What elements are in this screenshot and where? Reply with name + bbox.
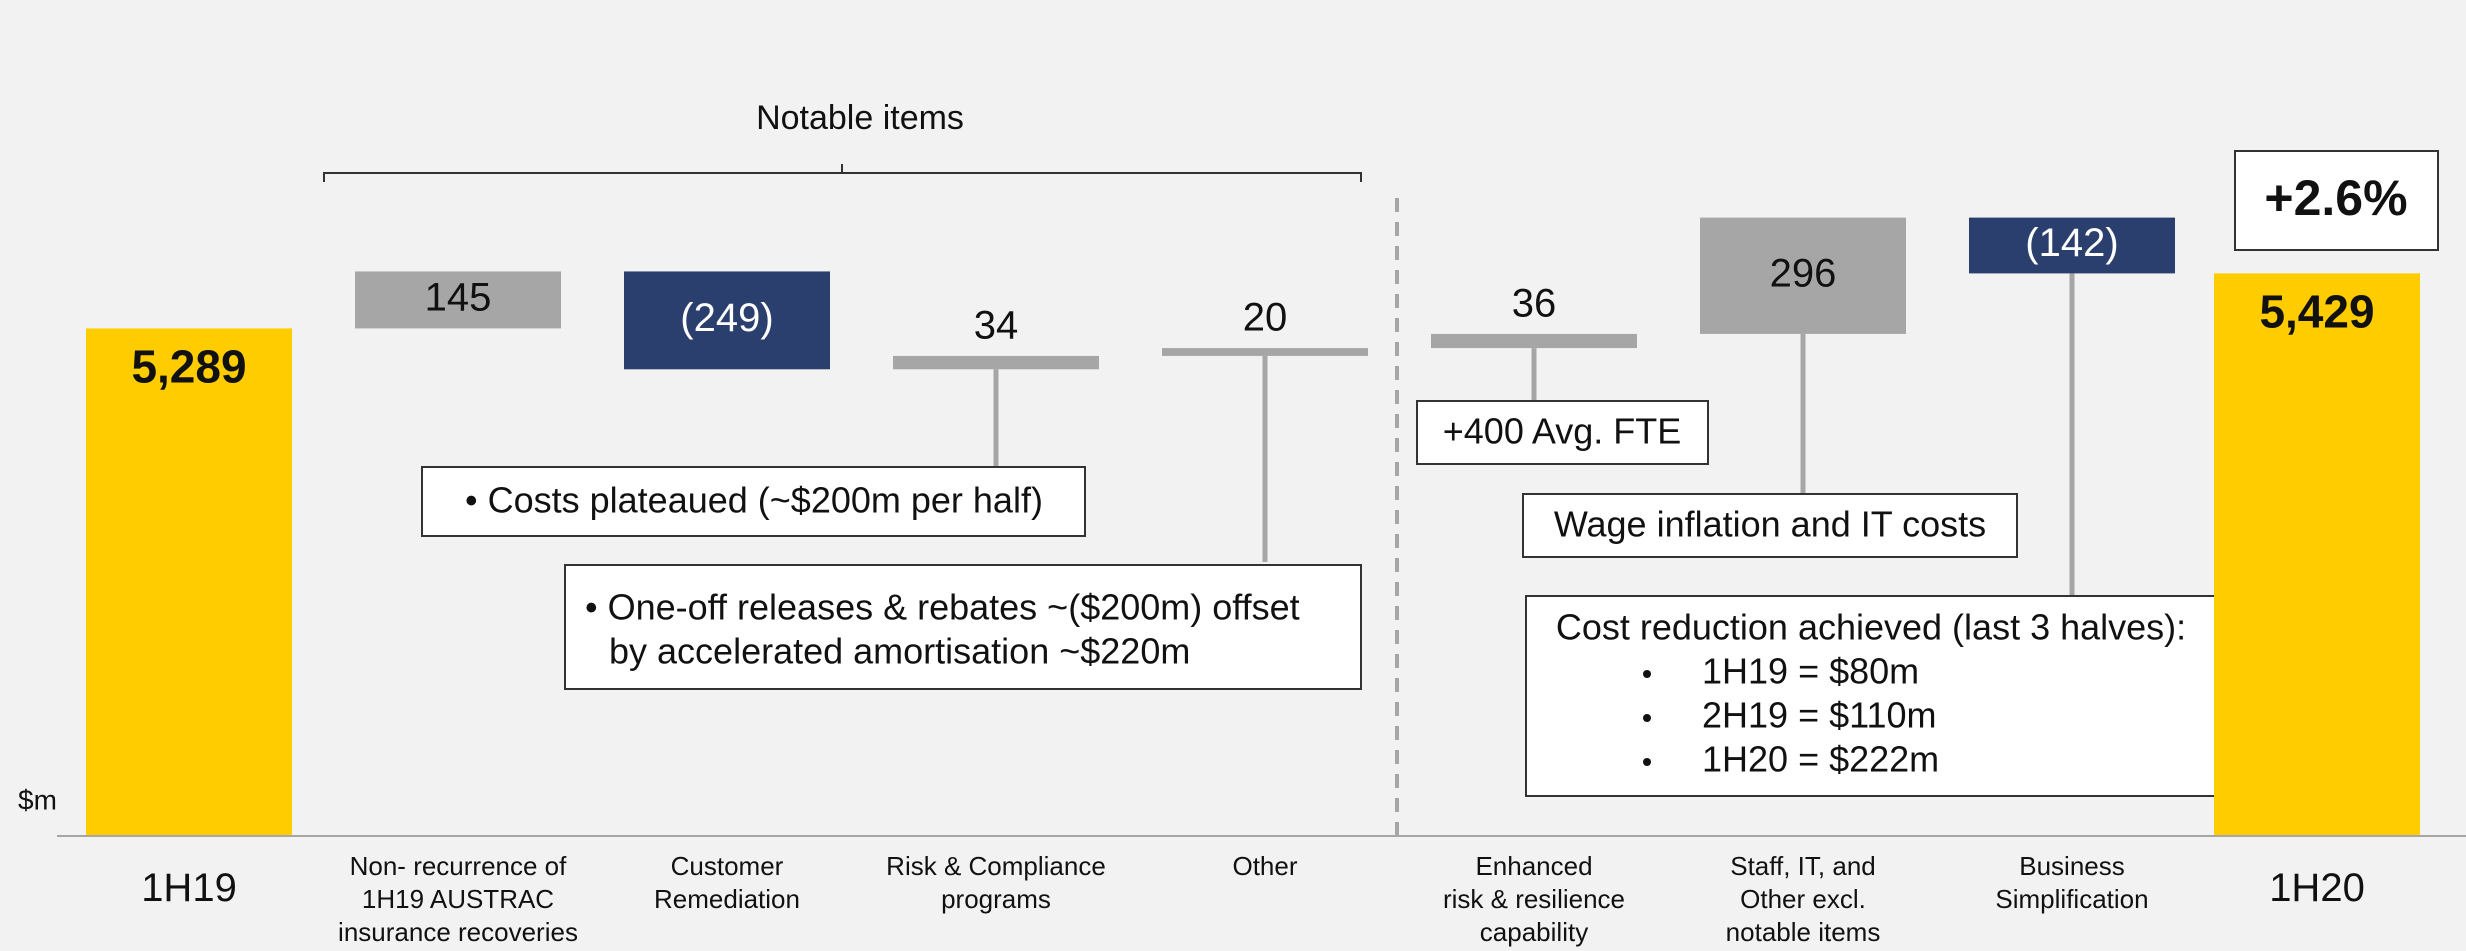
value-label: 34 [974, 303, 1019, 347]
bar [1431, 333, 1637, 349]
bullet [1643, 670, 1651, 678]
change-label: +2.6% [2264, 170, 2407, 226]
x-tick-label: 1H19 [141, 866, 237, 910]
annotation-item: 1H20 = $222m [1702, 739, 1939, 780]
connectors [993, 273, 2075, 596]
bar [86, 328, 292, 835]
annotation-box [564, 564, 1362, 690]
x-tick-label: Risk & Compliance programs [886, 851, 1106, 914]
bar [1700, 217, 1906, 334]
bar [1969, 217, 2175, 274]
bar [624, 271, 830, 370]
x-tick-label: Enhanced risk & resilience capability [1443, 851, 1625, 947]
value-label: 20 [1243, 296, 1288, 340]
group-label: Notable items [756, 99, 964, 137]
group-bracket [323, 164, 1362, 182]
x-tick-label: Customer Remediation [654, 851, 800, 914]
value-label: 296 [1770, 251, 1837, 295]
bar [1162, 348, 1368, 356]
bar [893, 355, 1099, 370]
bullet [1643, 758, 1651, 766]
annotation-box [1525, 595, 2217, 797]
annotation: by accelerated amortisation ~$220m [609, 631, 1190, 672]
x-tick-label: 1H20 [2269, 866, 2365, 910]
value-label: (142) [2025, 221, 2118, 265]
value-label: (249) [680, 296, 773, 340]
x-tick-label: Business Simplification [1995, 851, 2148, 914]
annotation: • One-off releases & rebates ~($200m) of… [585, 587, 1300, 628]
annotation: • Costs plateaued (~$200m per half) [465, 480, 1043, 521]
annotation-box [421, 466, 1086, 537]
annotation: Wage inflation and IT costs [1554, 504, 1986, 545]
x-tick-label: Non- recurrence of 1H19 AUSTRAC insurance … [338, 851, 578, 947]
annotation-box [1416, 400, 1709, 465]
annotation-item: 1H19 = $80m [1702, 651, 1919, 692]
value-label: 5,429 [2259, 286, 2374, 338]
bar [355, 271, 561, 329]
annotation: Cost reduction achieved (last 3 halves): [1556, 607, 2186, 648]
x-tick-label: Other [1232, 851, 1297, 881]
bullet [1643, 714, 1651, 722]
annotation-item: 2H19 = $110m [1702, 695, 1937, 736]
change-box [2234, 150, 2439, 251]
bar [2214, 273, 2420, 835]
x-tick-label: Staff, IT, and Other excl. notable items [1726, 851, 1881, 947]
annotation: +400 Avg. FTE [1443, 411, 1681, 452]
value-label: 145 [425, 275, 492, 319]
value-label: 5,289 [131, 341, 246, 393]
value-label: 36 [1512, 281, 1557, 325]
annotation-box [1522, 493, 2018, 558]
unit-label: $m [18, 784, 57, 815]
